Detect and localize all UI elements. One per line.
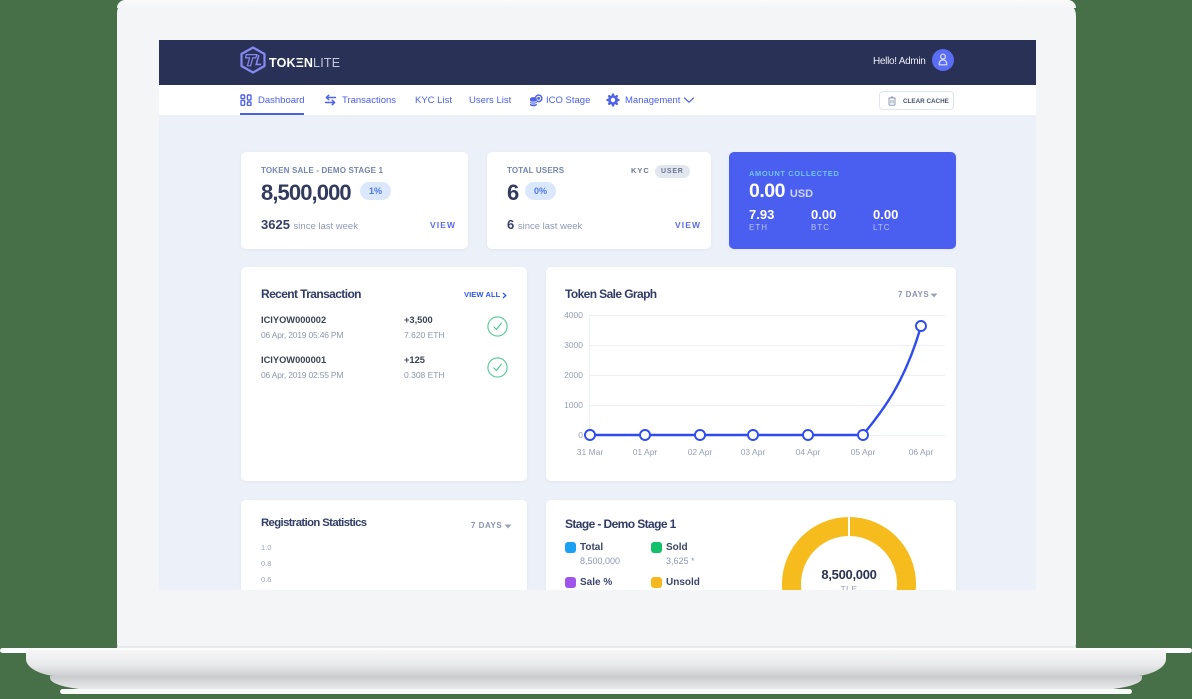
svg-text:04 Apr: 04 Apr xyxy=(796,447,821,457)
svg-text:05 Apr: 05 Apr xyxy=(851,447,876,457)
svg-text:2000: 2000 xyxy=(564,370,583,380)
svg-text:3000: 3000 xyxy=(564,340,583,350)
svg-text:03 Apr: 03 Apr xyxy=(741,447,766,457)
svg-text:4000: 4000 xyxy=(564,310,583,320)
svg-text:0: 0 xyxy=(578,430,583,440)
svg-text:01 Apr: 01 Apr xyxy=(633,447,658,457)
svg-text:02 Apr: 02 Apr xyxy=(688,447,713,457)
svg-text:31 Mar: 31 Mar xyxy=(577,447,604,457)
svg-text:1000: 1000 xyxy=(564,400,583,410)
svg-text:06 Apr: 06 Apr xyxy=(909,447,934,457)
